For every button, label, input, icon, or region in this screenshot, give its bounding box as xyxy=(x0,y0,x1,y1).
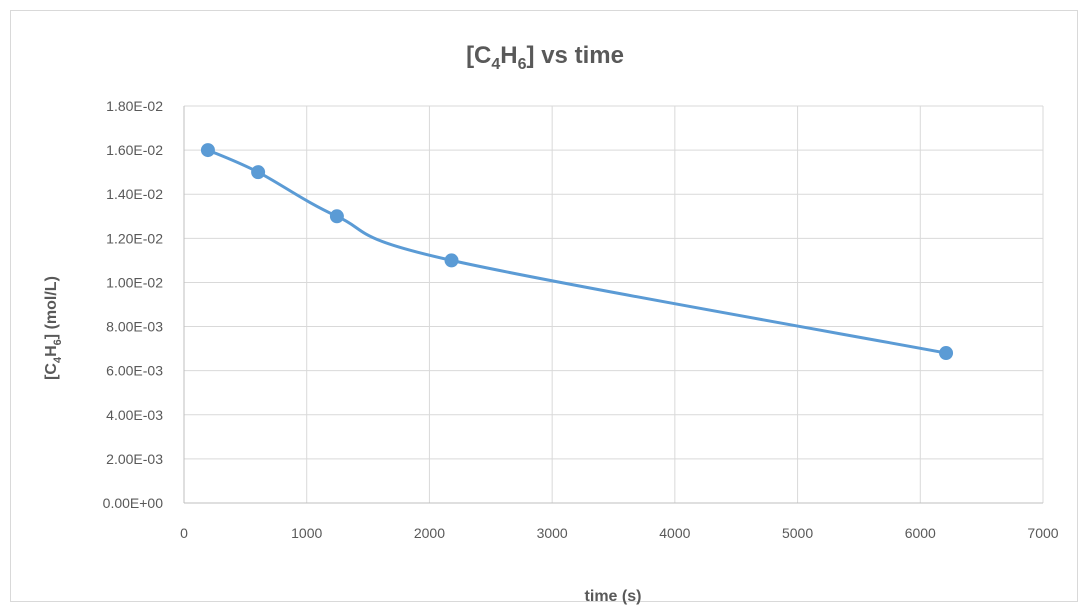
axes xyxy=(183,106,1043,504)
gridlines xyxy=(184,105,1044,503)
y-tick-label: 1.20E-02 xyxy=(106,230,163,246)
x-tick-label: 2000 xyxy=(414,525,445,541)
data-point xyxy=(200,143,215,158)
x-tick-label: 5000 xyxy=(782,525,813,541)
data-point xyxy=(251,165,266,180)
y-tick-label: 1.00E-02 xyxy=(106,274,163,290)
y-tick-label: 2.00E-03 xyxy=(106,451,163,467)
y-tick-label: 1.60E-02 xyxy=(106,142,163,158)
x-tick-label: 7000 xyxy=(1027,525,1058,541)
x-tick-label: 4000 xyxy=(659,525,690,541)
y-tick-label: 0.00E+00 xyxy=(103,495,164,511)
x-tick-label: 3000 xyxy=(537,525,568,541)
tick-labels: 0.00E+00 2.00E-03 4.00E-03 6.00E-03 8.00E-03… xyxy=(103,98,1059,541)
x-axis-label: time (s) xyxy=(585,588,642,605)
data-point xyxy=(444,253,459,268)
x-tick-label: 0 xyxy=(180,525,188,541)
y-tick-label: 8.00E-03 xyxy=(106,319,163,335)
y-tick-label: 4.00E-03 xyxy=(106,407,163,423)
y-tick-label: 1.40E-02 xyxy=(106,186,163,202)
x-tick-label: 6000 xyxy=(905,525,936,541)
chart-title: [C4H6] vs time xyxy=(466,42,624,73)
y-tick-label: 6.00E-03 xyxy=(106,363,163,379)
x-tick-label: 1000 xyxy=(291,525,322,541)
data-point xyxy=(329,209,344,224)
data-point xyxy=(939,346,954,361)
series-line xyxy=(206,148,948,355)
data-series xyxy=(200,143,954,361)
y-tick-label: 1.80E-02 xyxy=(106,98,163,114)
y-axis-label: [C4H6] (mol/L) xyxy=(43,276,64,380)
